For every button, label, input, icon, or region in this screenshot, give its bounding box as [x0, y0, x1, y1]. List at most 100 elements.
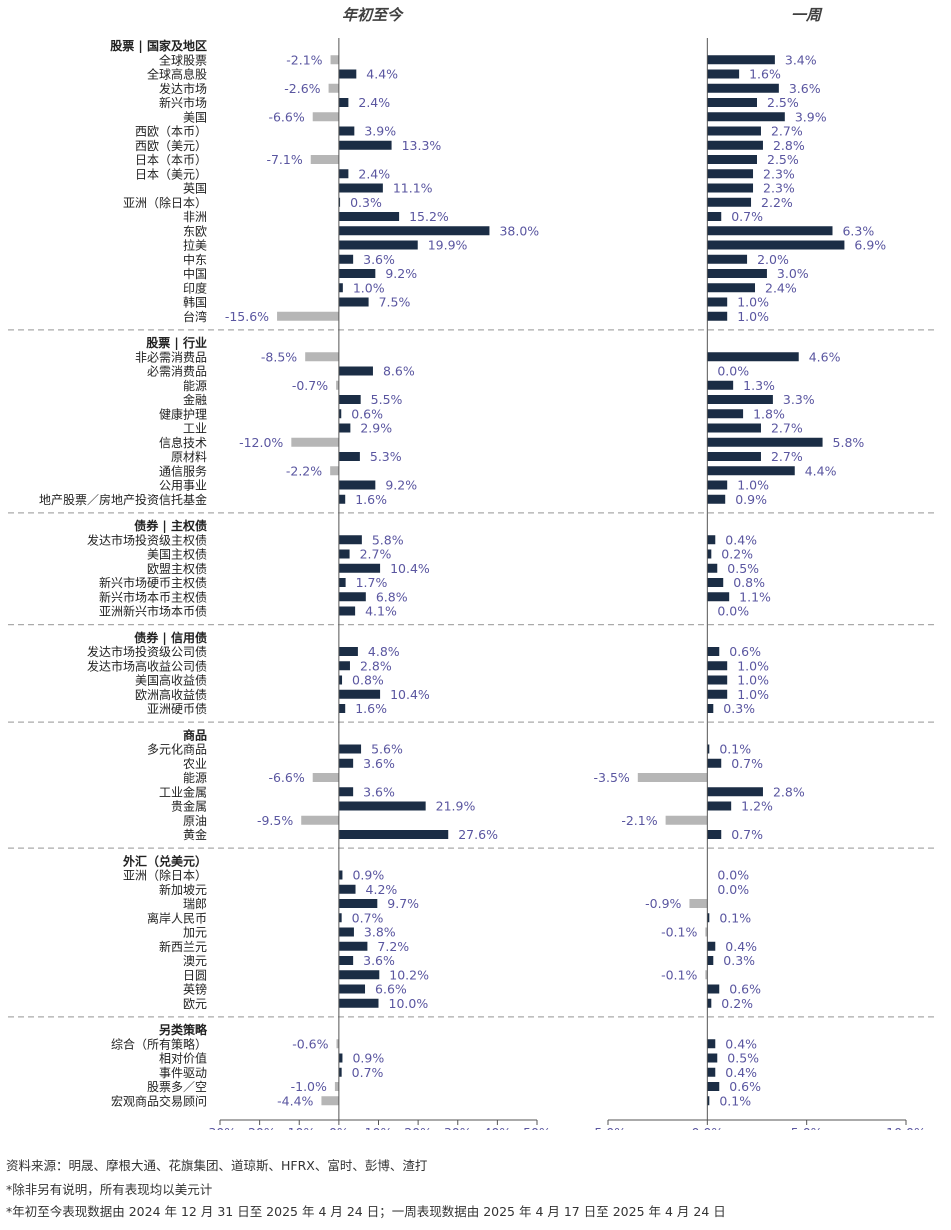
- ytd-bar: [338, 98, 349, 107]
- x-tick-label-0: 50%: [523, 1125, 551, 1130]
- week-bar: [707, 409, 744, 419]
- row-label: 中东: [183, 252, 207, 267]
- row-label: 信息技术: [159, 435, 207, 450]
- ytd-bar: [338, 395, 361, 404]
- week-value-label: -2.1%: [621, 813, 657, 828]
- week-value-label: 4.6%: [809, 349, 841, 364]
- ytd-bar: [338, 830, 449, 839]
- row-label: 原材料: [171, 450, 207, 464]
- ytd-bar: [312, 773, 339, 782]
- panel-title-0: 年初至今: [342, 6, 404, 24]
- ytd-bar: [338, 647, 358, 656]
- x-tick-label-1: -5.0%: [590, 1125, 626, 1130]
- week-value-label: 0.3%: [723, 701, 755, 716]
- week-bar: [707, 83, 779, 93]
- ytd-value-label: 4.4%: [366, 67, 398, 82]
- week-value-label: 0.7%: [731, 827, 763, 842]
- row-label: 美国主权债: [147, 548, 207, 562]
- week-bar: [705, 927, 708, 937]
- ytd-value-label: 3.6%: [363, 784, 395, 799]
- week-value-label: 3.0%: [777, 266, 809, 281]
- ytd-bar: [338, 884, 356, 894]
- row-label: 东欧: [183, 224, 207, 238]
- week-value-label: 0.5%: [727, 1051, 759, 1066]
- week-bar: [707, 1067, 716, 1077]
- week-value-label: 1.1%: [739, 589, 771, 604]
- week-value-label: 2.2%: [761, 195, 793, 210]
- row-label: 多元化商品: [147, 742, 207, 757]
- week-bar: [707, 183, 754, 193]
- row-label: 亚洲（除日本）: [123, 868, 207, 883]
- ytd-bar: [336, 380, 339, 390]
- x-tick-label-0: 30%: [444, 1125, 472, 1130]
- row-label: 新兴市场硬币主权债: [99, 575, 207, 590]
- x-tick-label-0: 10%: [365, 1125, 393, 1130]
- week-bar: [707, 830, 722, 839]
- ytd-bar: [321, 1096, 339, 1106]
- week-bar: [707, 1053, 718, 1063]
- week-bar: [707, 661, 728, 671]
- ytd-value-label: 2.4%: [358, 95, 390, 110]
- row-label: 发达市场投资级主权债: [87, 532, 207, 547]
- row-label: 日本（本币）: [135, 153, 207, 167]
- row-label: 金融: [183, 392, 207, 407]
- ytd-bar: [277, 311, 339, 321]
- week-bar: [707, 704, 714, 713]
- week-value-label: 3.3%: [783, 392, 815, 407]
- ytd-bar: [338, 689, 381, 699]
- week-bar: [707, 744, 710, 754]
- ytd-bar: [338, 592, 366, 602]
- week-bar: [707, 494, 726, 504]
- week-value-label: 3.9%: [795, 109, 827, 124]
- week-bar: [707, 140, 763, 150]
- week-bar: [707, 240, 845, 250]
- ytd-bar: [338, 758, 354, 768]
- week-bar: [707, 395, 773, 404]
- ytd-value-label: -4.4%: [277, 1093, 313, 1108]
- week-value-label: 2.8%: [773, 138, 805, 153]
- ytd-bar: [338, 870, 343, 880]
- week-bar: [707, 1096, 710, 1106]
- week-value-label: 1.0%: [737, 478, 769, 493]
- week-bar: [707, 297, 728, 307]
- ytd-value-label: 0.9%: [352, 1051, 384, 1066]
- week-value-label: 0.0%: [717, 882, 749, 897]
- panel-title-1: 一周: [791, 6, 823, 24]
- ytd-bar: [338, 956, 354, 965]
- ytd-bar: [338, 480, 376, 490]
- week-bar: [707, 197, 752, 207]
- week-bar: [707, 549, 712, 559]
- week-value-label: 0.7%: [731, 209, 763, 224]
- week-value-label: 6.9%: [854, 238, 886, 253]
- ytd-bar: [338, 169, 349, 179]
- week-bar: [707, 563, 718, 573]
- ytd-value-label: 10.4%: [390, 687, 430, 702]
- x-tick-label-0: 40%: [483, 1125, 511, 1130]
- row-label: 日本（美元）: [135, 167, 207, 181]
- week-bar: [707, 647, 720, 656]
- ytd-bar: [338, 69, 357, 79]
- row-label: 新兴市场本币主权债: [99, 589, 207, 604]
- row-label: 澳元: [183, 954, 207, 968]
- week-bar: [707, 913, 710, 923]
- ytd-value-label: 2.9%: [360, 421, 392, 436]
- week-bar: [707, 956, 714, 965]
- group-header: 股票 | 国家及地区: [110, 38, 207, 53]
- week-bar: [707, 69, 740, 79]
- ytd-bar: [338, 494, 346, 504]
- week-value-label: 0.0%: [717, 868, 749, 883]
- week-value-label: 1.6%: [749, 67, 781, 82]
- week-bar: [707, 998, 712, 1008]
- ytd-bar: [338, 240, 418, 250]
- ytd-value-label: 3.6%: [363, 252, 395, 267]
- row-label: 全球高息股: [147, 67, 207, 82]
- ytd-value-label: 2.4%: [358, 166, 390, 181]
- x-tick-label-1: 0.0%: [691, 1125, 723, 1130]
- ytd-value-label: -2.6%: [284, 81, 320, 96]
- row-label: 欧元: [183, 997, 207, 1011]
- ytd-value-label: 0.3%: [350, 195, 382, 210]
- ytd-value-label: 1.6%: [355, 492, 387, 507]
- ytd-value-label: 15.2%: [409, 209, 449, 224]
- row-label: 能源: [183, 771, 207, 785]
- week-value-label: 1.2%: [741, 799, 773, 814]
